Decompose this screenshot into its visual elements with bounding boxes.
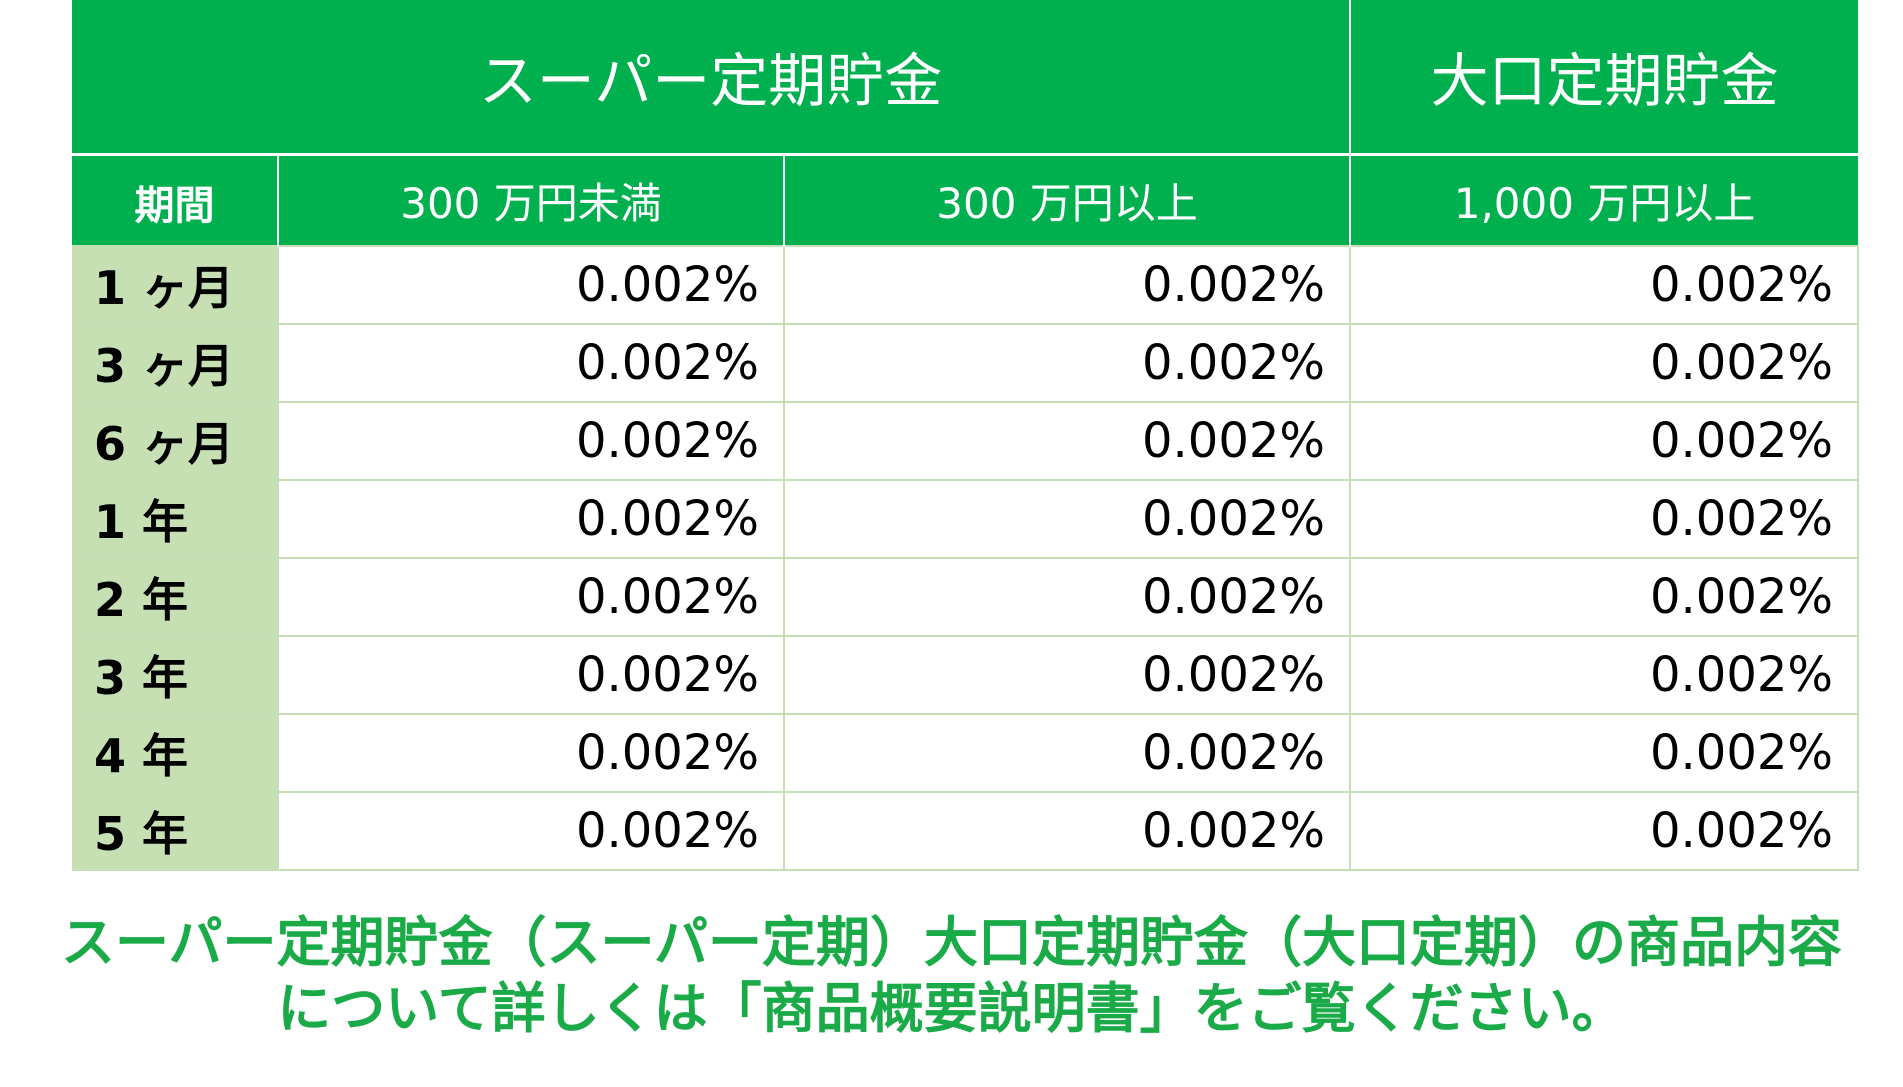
table-row: 1 年 0.002% 0.002% 0.002% <box>72 479 1860 558</box>
header-row-top: スーパー定期貯金 大口定期貯金 <box>72 0 1859 156</box>
table-row: 5 年 0.002% 0.002% 0.002% <box>72 791 1860 871</box>
table-row: 3 年 0.002% 0.002% 0.002% <box>72 635 1860 714</box>
table-row: 3 ヶ月 0.002% 0.002% 0.002% <box>72 323 1860 402</box>
note-line-1: スーパー定期貯金（スーパー定期）大口定期貯金（大口定期）の商品内容 <box>61 911 1842 974</box>
period-cell: 3 年 <box>72 635 278 714</box>
period-cell: 3 ヶ月 <box>72 323 278 402</box>
rate-cell: 0.002% <box>782 713 1351 792</box>
rate-cell: 0.002% <box>277 323 784 402</box>
rate-cell: 0.002% <box>782 323 1351 402</box>
header-row-sub: 期間 300 万円未満 300 万円以上 1,000 万円以上 <box>72 154 1859 246</box>
note-line-2: について詳しくは「商品概要説明書」をご覧ください。 <box>277 977 1626 1040</box>
period-cell: 2 年 <box>72 557 278 636</box>
rate-cell: 0.002% <box>1349 635 1860 714</box>
column-header-over-10m: 1,000 万円以上 <box>1349 154 1859 246</box>
rate-cell: 0.002% <box>277 401 784 480</box>
rate-cell: 0.002% <box>782 791 1351 871</box>
rate-cell: 0.002% <box>277 479 784 558</box>
super-teiki-header: スーパー定期貯金 <box>72 0 1351 156</box>
rate-cell: 0.002% <box>782 557 1351 636</box>
table-row: 2 年 0.002% 0.002% 0.002% <box>72 557 1860 636</box>
period-cell: 4 年 <box>72 713 278 792</box>
period-cell: 1 年 <box>72 479 278 558</box>
rate-cell: 0.002% <box>1349 479 1860 558</box>
column-header-under-3m: 300 万円未満 <box>277 154 784 246</box>
rate-cell: 0.002% <box>277 245 784 324</box>
rate-cell: 0.002% <box>277 635 784 714</box>
rate-cell: 0.002% <box>1349 245 1860 324</box>
table-row: 1 ヶ月 0.002% 0.002% 0.002% <box>72 245 1860 324</box>
rate-cell: 0.002% <box>1349 713 1860 792</box>
oguchi-teiki-header: 大口定期貯金 <box>1349 0 1859 156</box>
period-cell: 6 ヶ月 <box>72 401 278 480</box>
rate-cell: 0.002% <box>277 557 784 636</box>
period-cell: 1 ヶ月 <box>72 245 278 324</box>
rate-table: スーパー定期貯金 大口定期貯金 期間 300 万円未満 300 万円以上 1,0… <box>72 0 1860 871</box>
period-header: 期間 <box>72 154 278 246</box>
rate-cell: 0.002% <box>782 635 1351 714</box>
rate-cell: 0.002% <box>277 713 784 792</box>
product-details-note: スーパー定期貯金（スーパー定期）大口定期貯金（大口定期）の商品内容 について詳し… <box>0 910 1903 1042</box>
rate-cell: 0.002% <box>782 401 1351 480</box>
rate-cell: 0.002% <box>1349 401 1860 480</box>
period-cell: 5 年 <box>72 791 278 871</box>
rate-cell: 0.002% <box>1349 557 1860 636</box>
rate-cell: 0.002% <box>1349 791 1860 871</box>
column-header-over-3m: 300 万円以上 <box>782 154 1351 246</box>
table-row: 6 ヶ月 0.002% 0.002% 0.002% <box>72 401 1860 480</box>
rate-cell: 0.002% <box>277 791 784 871</box>
rate-cell: 0.002% <box>782 245 1351 324</box>
rate-cell: 0.002% <box>1349 323 1860 402</box>
table-row: 4 年 0.002% 0.002% 0.002% <box>72 713 1860 792</box>
rate-cell: 0.002% <box>782 479 1351 558</box>
